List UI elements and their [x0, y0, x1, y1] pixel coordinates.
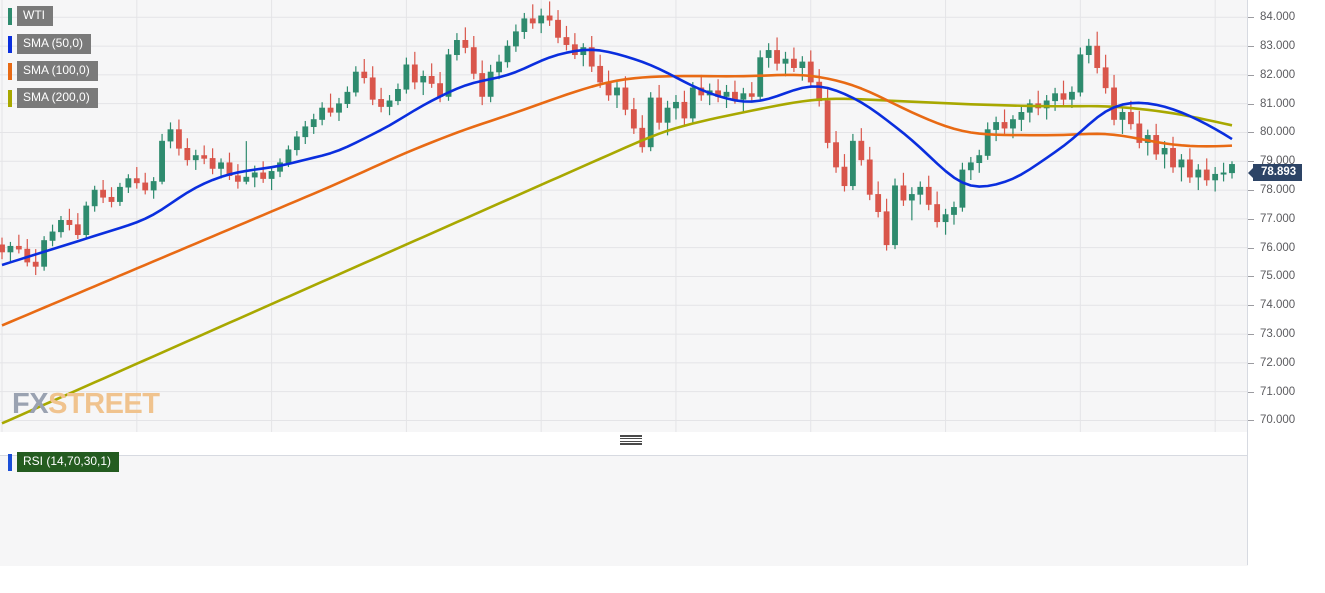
price-axis-tick-mark	[1248, 103, 1254, 105]
price-axis-tick: 72.000	[1260, 356, 1296, 369]
watermark-street: STREET	[48, 388, 160, 420]
price-axis-tick-mark	[1248, 17, 1254, 19]
price-chart-panel[interactable]	[0, 0, 1248, 433]
handle-line	[620, 443, 642, 445]
handle-line	[620, 437, 642, 440]
price-axis-tick-mark	[1248, 132, 1254, 134]
price-axis-tick-mark	[1248, 305, 1254, 307]
legend-swatch-sma-100	[8, 62, 12, 80]
price-axis-tick-mark	[1248, 362, 1254, 364]
price-axis-tick-mark	[1248, 391, 1254, 393]
price-axis-tick: 75.000	[1260, 270, 1296, 283]
handle-line	[620, 435, 642, 437]
legend-swatch-wti	[8, 7, 12, 25]
price-axis-tick-mark	[1248, 74, 1254, 76]
price-axis-tick: 78.000	[1260, 184, 1296, 197]
price-axis-tick: 81.000	[1260, 97, 1296, 110]
price-axis-tick: 77.000	[1260, 212, 1296, 225]
current-price-badge: 78.893	[1247, 164, 1303, 181]
legend-swatch-rsi	[8, 453, 12, 471]
rsi-chart-canvas	[0, 456, 1248, 566]
price-axis-tick-mark	[1248, 276, 1254, 278]
price-axis-tick: 82.000	[1260, 68, 1296, 81]
price-axis-tick: 73.000	[1260, 328, 1296, 341]
price-axis-tick-mark	[1248, 218, 1254, 220]
handle-line	[620, 440, 642, 443]
price-axis-tick-mark	[1248, 190, 1254, 192]
legend-label-wti: WTI	[17, 6, 53, 26]
legend-label-sma-200: SMA (200,0)	[17, 88, 98, 108]
price-chart-canvas	[0, 0, 1248, 432]
legend-item-rsi[interactable]: RSI (14,70,30,1)	[8, 452, 120, 472]
watermark-fx: FX	[12, 388, 49, 420]
panel-resize-handle[interactable]	[620, 435, 642, 445]
price-axis-tick: 83.000	[1260, 40, 1296, 53]
price-axis-tick: 76.000	[1260, 241, 1296, 254]
legend-label-sma-100: SMA (100,0)	[17, 61, 98, 81]
price-axis-tick-mark	[1248, 161, 1254, 163]
rsi-chart-panel[interactable]	[0, 455, 1248, 566]
legend-item-wti[interactable]: WTI	[8, 6, 53, 26]
price-axis-column[interactable]: 84.000 83.000 82.000 81.000 80.000 79.000 78.0…	[1247, 0, 1325, 565]
price-axis-tick: 74.000	[1260, 299, 1296, 312]
price-axis-tick-mark	[1248, 334, 1254, 336]
legend-item-sma-50[interactable]: SMA (50,0)	[8, 34, 92, 54]
price-axis-tick: 80.000	[1260, 126, 1296, 139]
legend-item-sma-200[interactable]: SMA (200,0)	[8, 88, 98, 108]
legend-label-rsi: RSI (14,70,30,1)	[17, 452, 120, 472]
price-axis-tick: 84.000	[1260, 11, 1296, 24]
fxstreet-watermark: FXSTREET	[12, 388, 160, 421]
price-axis-tick-mark	[1248, 46, 1254, 48]
price-axis-tick-mark	[1248, 420, 1254, 422]
legend-swatch-sma-50	[8, 35, 12, 53]
legend-item-sma-100[interactable]: SMA (100,0)	[8, 61, 98, 81]
legend-label-sma-50: SMA (50,0)	[17, 34, 92, 54]
legend-swatch-sma-200	[8, 89, 12, 107]
price-axis-tick-mark	[1248, 247, 1254, 249]
price-axis-tick: 70.000	[1260, 414, 1296, 427]
price-axis-tick: 71.000	[1260, 385, 1296, 398]
